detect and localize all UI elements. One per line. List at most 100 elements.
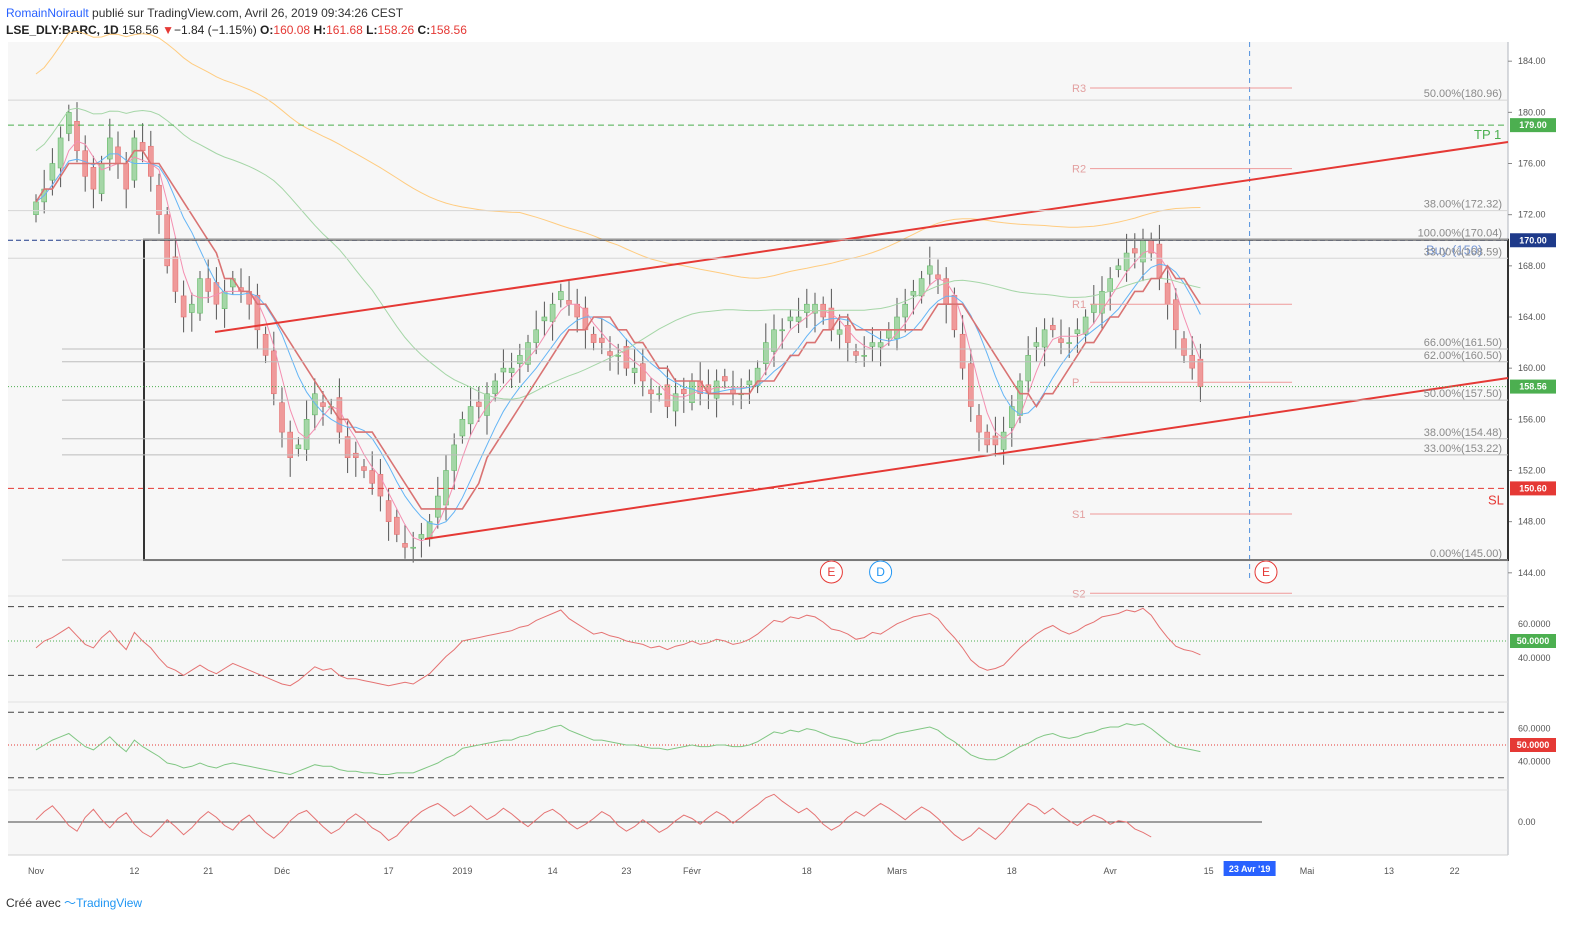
candle-body <box>172 256 179 292</box>
candle-body <box>935 274 941 279</box>
tradingview-brand[interactable]: TradingView <box>76 896 143 910</box>
candle-body <box>418 534 425 539</box>
candle-body <box>148 145 154 177</box>
candle-body <box>295 444 302 450</box>
footer: Créé avec 〜TradingView <box>6 894 142 911</box>
candle-body <box>533 329 540 343</box>
candle-body <box>771 329 777 352</box>
candle-body <box>1008 406 1015 428</box>
candle-body <box>812 303 818 314</box>
candle-body <box>525 342 531 365</box>
chart-publish-info: RomainNoirault publié sur TradingView.co… <box>6 6 403 20</box>
candle-body <box>508 367 515 373</box>
oscillator-pane-line <box>35 723 1201 776</box>
candle-body <box>664 384 671 407</box>
change-value: −1.84 (−1.15%) <box>173 23 257 37</box>
rsi-pane-mid-tag <box>1510 634 1556 648</box>
price-axis-label: 152.00 <box>1518 465 1546 475</box>
fib-level-label: 38.00%(154.48) <box>1424 427 1502 439</box>
sma-long-line <box>35 30 1201 279</box>
channel-upper-line <box>214 141 1509 333</box>
time-axis-label: 18 <box>802 866 812 876</box>
candle-body <box>57 137 64 169</box>
candle-body <box>156 184 162 215</box>
low-label: L: <box>366 23 378 37</box>
fib-extension-label: 33.00%(168.59) <box>1424 246 1502 258</box>
time-axis-label: 2019 <box>452 866 472 876</box>
candle-body <box>49 163 56 181</box>
time-axis-label: Mars <box>887 866 907 876</box>
candle-body <box>1091 303 1097 313</box>
price-axis-label: 184.00 <box>1518 56 1546 66</box>
candle-body <box>869 342 876 347</box>
open-value: 160.08 <box>273 23 311 37</box>
pivot-label: S1 <box>1072 509 1085 521</box>
price-chart[interactable]: 144.00 148.00 152.00 156.00 160.00 164.00 168.… <box>0 0 1588 885</box>
earnings-event-label: E <box>827 565 835 579</box>
candle-body <box>1025 355 1031 382</box>
time-axis-label: Avr <box>1104 866 1117 876</box>
candle-body <box>541 316 548 322</box>
time-axis-label: 15 <box>1204 866 1214 876</box>
fib-extension-label: 38.00%(172.32) <box>1424 199 1502 211</box>
chart-background <box>8 42 1508 855</box>
sma-slow-line <box>35 107 1201 400</box>
candle-body <box>270 350 277 395</box>
buy-level-label: Buy (150) <box>1426 242 1482 257</box>
change-down-icon: ▼ <box>162 23 174 37</box>
close-label: C: <box>417 23 431 37</box>
candle-body <box>607 351 613 356</box>
tradingview-logo-icon[interactable]: 〜 <box>64 896 77 910</box>
stop-loss-tag <box>1510 481 1556 496</box>
price-axis-label: 148.00 <box>1518 517 1546 527</box>
time-axis-label: Févr <box>683 866 701 876</box>
candle-body <box>279 402 285 433</box>
candle-body <box>762 342 769 364</box>
candle-body <box>74 121 80 152</box>
candle-body <box>1099 291 1105 314</box>
high-label: H: <box>313 23 327 37</box>
candle-body <box>1132 248 1138 254</box>
price-axis-label: 164.00 <box>1518 312 1546 322</box>
candle-body <box>467 406 474 425</box>
candle-body <box>590 333 597 343</box>
fib-level-label: 66.00%(161.50) <box>1424 337 1502 349</box>
candle-body <box>894 316 900 340</box>
last-price: 158.56 <box>122 23 159 37</box>
time-axis-label: 22 <box>1450 866 1460 876</box>
channel-lower-line <box>424 377 1509 540</box>
candle-body <box>66 112 72 134</box>
price-axis-label: 176.00 <box>1518 159 1546 169</box>
buy-level-tag-label: 170.00 <box>1519 235 1547 245</box>
candle-body <box>492 380 499 395</box>
low-value: 158.26 <box>377 23 415 37</box>
author-link[interactable]: RomainNoirault <box>6 6 89 20</box>
candle-body <box>902 303 909 318</box>
high-value: 161.68 <box>326 23 363 37</box>
candle-body <box>549 303 556 322</box>
candle-body <box>1082 316 1089 335</box>
created-with-text: Créé avec <box>6 896 61 910</box>
candle-body <box>393 516 400 535</box>
fib-level-label: 0.00%(145.00) <box>1430 548 1502 560</box>
candle-body <box>1173 299 1179 331</box>
rsi-pane-axis-label: 60.0000 <box>1518 619 1551 629</box>
candle-body <box>221 291 228 309</box>
candle-body <box>672 393 679 412</box>
rsi-pane-mid-tag-label: 50.0000 <box>1517 636 1550 646</box>
pivot-label: S2 <box>1072 588 1085 600</box>
candle-body <box>1123 252 1130 271</box>
candle-body <box>303 419 310 450</box>
candle-body <box>721 376 728 382</box>
time-cursor-label: 23 Avr '19 <box>1229 864 1271 874</box>
oscillator-pane-axis-label: 40.0000 <box>1518 756 1551 766</box>
candle-body <box>475 401 482 407</box>
oscillator-pane-mid-tag <box>1510 738 1556 752</box>
pivot-label: P <box>1072 377 1079 389</box>
symbol-name[interactable]: LSE_DLY:BARC, 1D <box>6 23 119 37</box>
candle-body <box>197 278 203 314</box>
dividend-event-marker <box>869 560 893 584</box>
candle-body <box>680 388 687 395</box>
candle-body <box>377 474 384 497</box>
candle-body <box>1164 282 1171 305</box>
